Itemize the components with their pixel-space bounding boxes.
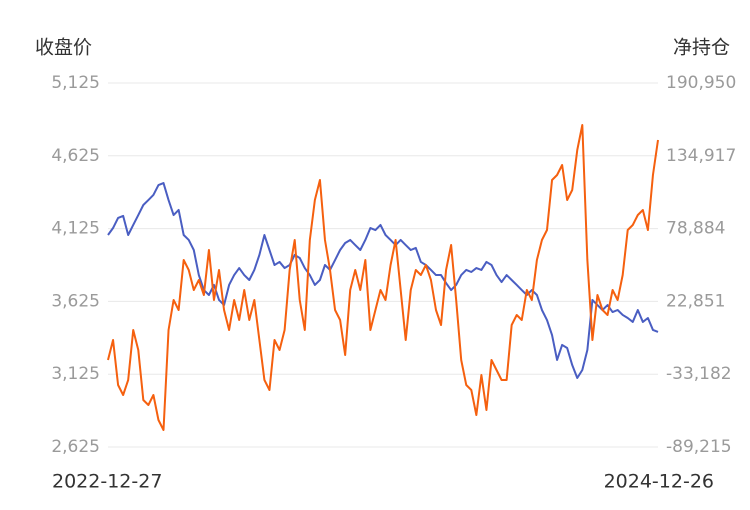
y-tick-label: 4,625 [51,146,100,166]
x-tick-label: 2024-12-26 [604,471,714,493]
series-line [107,124,659,431]
y-tick-label: 5,125 [51,73,100,93]
series-line [107,182,659,379]
y-tick-label: 4,125 [51,219,100,239]
y2-tick-label: 190,950 [666,73,736,93]
y2-tick-label: 134,917 [666,146,736,166]
y2-tick-label: -89,215 [666,437,732,457]
y2-tick-label: 22,851 [666,291,725,311]
y-tick-label: 3,125 [51,364,100,384]
y-axis-title: 收盘价 [35,37,92,59]
x-tick-label: 2022-12-27 [52,471,162,493]
y2-tick-label: 78,884 [666,219,725,239]
y2-axis-title: 净持仓 [673,37,730,59]
y2-tick-label: -33,182 [666,364,732,384]
y-tick-label: 2,625 [51,437,100,457]
y-tick-label: 3,625 [51,291,100,311]
